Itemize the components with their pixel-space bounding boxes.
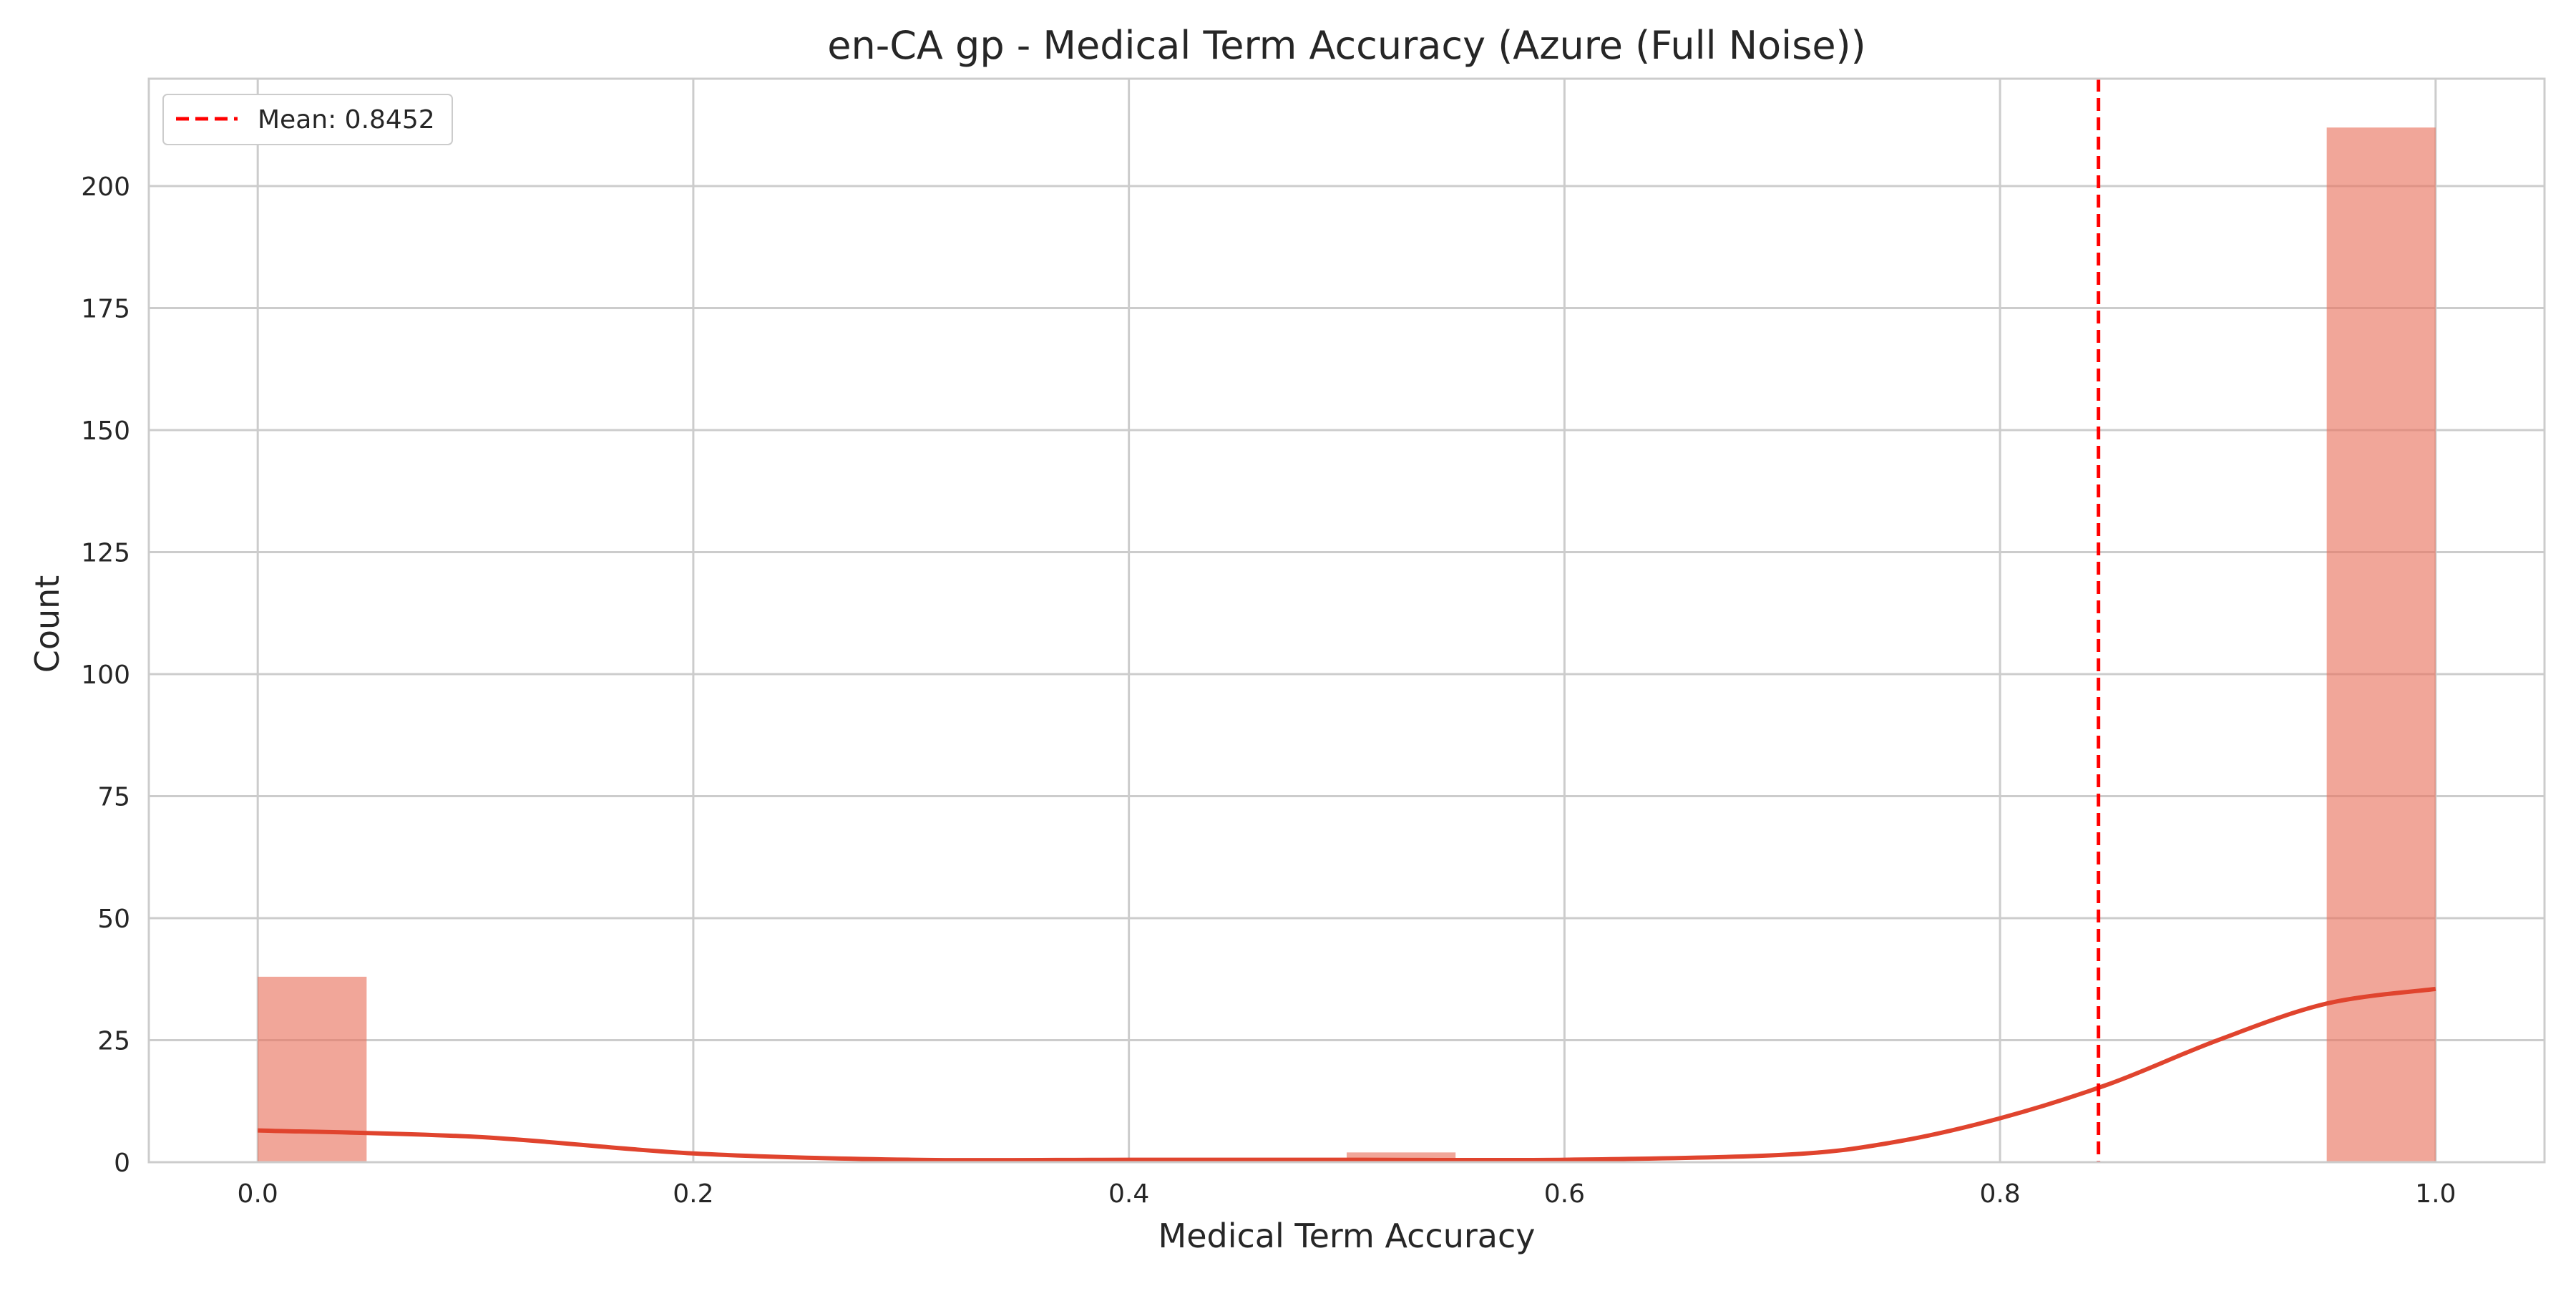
y-tick-label: 200 <box>81 172 130 202</box>
y-tick-label: 0 <box>114 1149 130 1178</box>
legend-box <box>162 94 453 145</box>
y-tick-label: 75 <box>97 783 130 812</box>
legend-mean-label: Mean: 0.8452 <box>258 105 435 135</box>
legend: Mean: 0.8452 <box>162 94 453 145</box>
kde-curve-group <box>258 986 2436 1163</box>
y-tick-label: 125 <box>81 539 130 568</box>
kde-curve <box>258 986 2436 1163</box>
chart-title: en-CA gp - Medical Term Accuracy (Azure … <box>827 23 1865 68</box>
histogram-bars <box>258 127 2436 1162</box>
histogram-bar <box>2326 127 2436 1162</box>
plot-border <box>147 77 2546 1164</box>
x-tick-label: 0.4 <box>1108 1179 1149 1209</box>
y-axis-label: Count <box>28 575 67 673</box>
x-tick-label: 0.8 <box>1979 1179 2020 1209</box>
x-tick-label: 0.0 <box>238 1179 278 1209</box>
plot-frame <box>147 77 2546 1164</box>
grid-lines <box>149 79 2545 1164</box>
x-axis-label: Medical Term Accuracy <box>1158 1217 1536 1255</box>
x-tick-label: 1.0 <box>2415 1179 2456 1209</box>
y-tick-label: 100 <box>81 661 130 690</box>
y-tick-label: 25 <box>97 1027 130 1056</box>
y-tick-label: 150 <box>81 416 130 446</box>
x-tick-label: 0.6 <box>1544 1179 1585 1209</box>
y-tick-label: 175 <box>81 295 130 324</box>
y-tick-label: 50 <box>97 905 130 934</box>
x-tick-label: 0.2 <box>673 1179 713 1209</box>
tick-labels: 0.0 0.2 0.4 0.6 0.8 1.0 0 25 50 75 100 125 150 175 200 <box>81 172 2456 1209</box>
